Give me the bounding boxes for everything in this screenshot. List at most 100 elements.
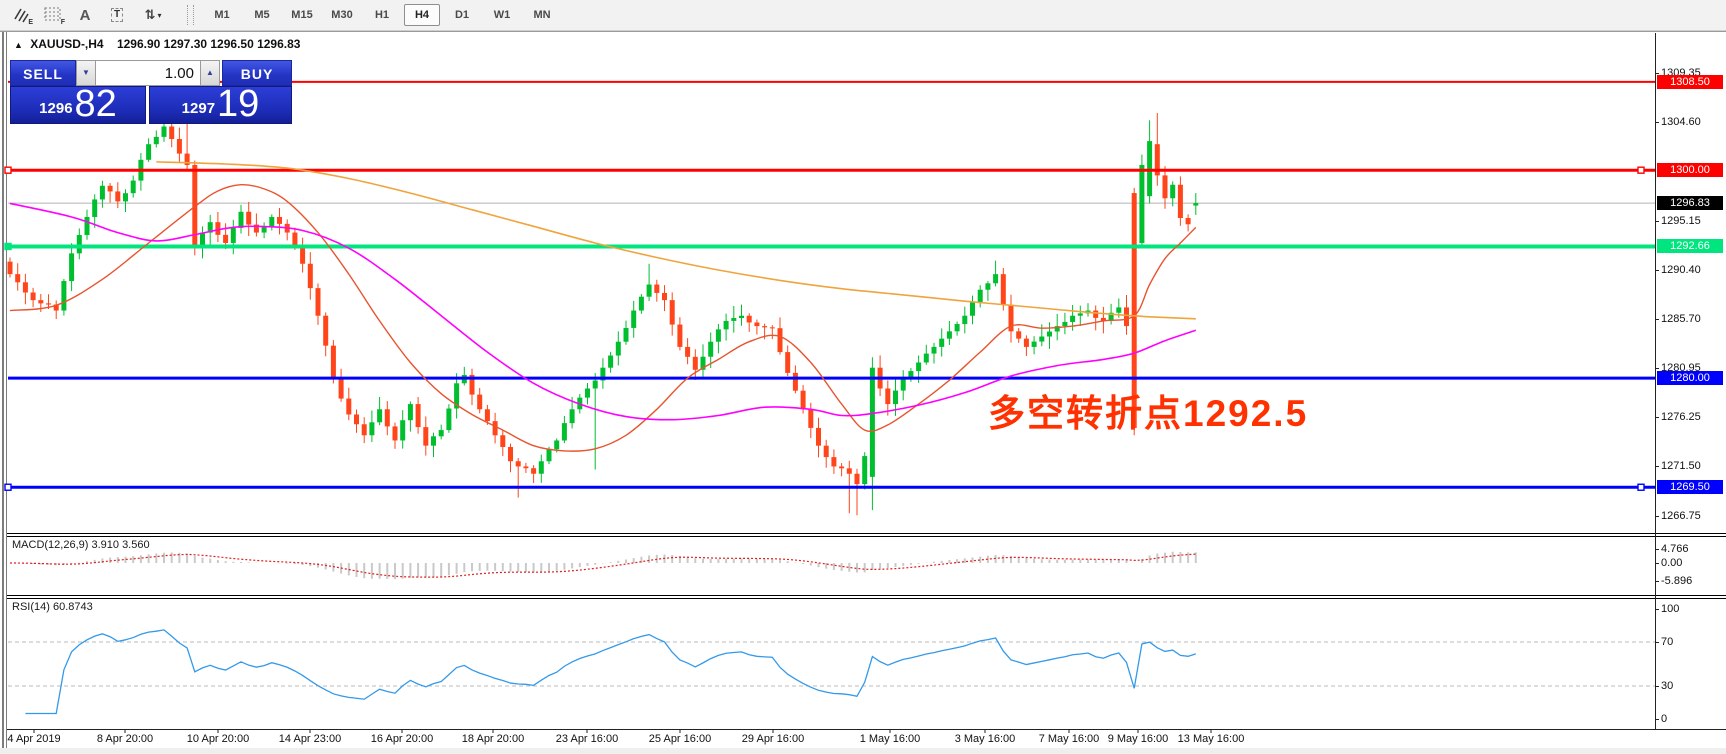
objects-sort-icon[interactable]: ⇅ ▾	[136, 4, 170, 26]
ma-fast-orange	[9, 183, 1197, 452]
chart-title: ▲ XAUUSD-,H4 1296.90 1297.30 1296.50 129…	[14, 37, 300, 51]
price-tick-mark	[1655, 122, 1659, 124]
timeframe-w1[interactable]: W1	[493, 9, 511, 21]
volume-decrease-button[interactable]: ▼	[76, 60, 96, 86]
price-tick-label: 1271.50	[1661, 460, 1701, 473]
price-axis-line	[1655, 33, 1656, 729]
collapse-arrow-icon[interactable]: ▲	[14, 40, 23, 50]
chart-window	[0, 31, 1726, 754]
line-anchor-handle[interactable]	[1637, 483, 1645, 491]
sell-price-panel[interactable]: 1296 82	[10, 83, 146, 125]
ma-slow-gold	[156, 161, 1196, 320]
time-label: 29 Apr 16:00	[741, 733, 805, 745]
price-badge-1269.50: 1269.50	[1657, 480, 1723, 495]
time-label: 14 Apr 23:00	[278, 733, 342, 745]
icon-sub-letter: E	[28, 19, 33, 26]
macd-tick-label: -5.896	[1661, 574, 1693, 587]
price-tick-mark	[1655, 368, 1659, 370]
macd-panel-divider[interactable]	[7, 533, 1726, 537]
line-anchor-handle[interactable]	[4, 242, 12, 251]
candles-hatch-icon	[14, 8, 29, 23]
one-click-trading-widget: SELL ▼ ▲ BUY 1296 82 1297 19	[10, 60, 292, 124]
rsi-line	[25, 629, 1196, 715]
time-label: 10 Apr 20:00	[186, 733, 250, 745]
rsi-indicator	[8, 629, 1655, 715]
macd-tick-label: 4.766	[1661, 542, 1689, 555]
sell-price-pips: 82	[74, 83, 117, 125]
grid-dots-icon	[44, 7, 61, 21]
time-label: 3 May 16:00	[954, 733, 1016, 745]
time-label: 16 Apr 20:00	[370, 733, 434, 745]
toolbar-grip[interactable]	[187, 5, 194, 25]
time-label: 7 May 16:00	[1038, 733, 1100, 745]
line-anchor-handle[interactable]	[4, 483, 12, 491]
price-tick-mark	[1655, 73, 1659, 74]
chart-grid-icon[interactable]: F	[40, 4, 66, 26]
macd-tick-mark	[1655, 563, 1659, 564]
price-tick-mark	[1655, 318, 1659, 320]
price-badge-1296.83: 1296.83	[1657, 196, 1723, 211]
rsi-tick-label: 0	[1661, 713, 1668, 725]
price-tick-label: 1285.70	[1661, 312, 1701, 325]
time-label: 8 Apr 20:00	[96, 733, 154, 745]
time-label: 1 May 16:00	[859, 733, 921, 745]
timeframe-m1[interactable]: M1	[214, 9, 230, 21]
timeframe-h4[interactable]: H4	[404, 4, 440, 26]
rsi-panel-divider[interactable]	[7, 595, 1726, 599]
rsi-tick-label: 100	[1661, 603, 1680, 615]
price-tick-mark	[1655, 417, 1659, 419]
sell-button[interactable]: SELL	[10, 60, 76, 86]
rsi-tick-label: 70	[1661, 636, 1674, 648]
price-tick-label: 1304.60	[1661, 116, 1701, 129]
price-tick-mark	[1655, 515, 1659, 517]
timeframe-m5[interactable]: M5	[254, 9, 270, 21]
macd-signal-line	[9, 553, 1196, 578]
volume-input[interactable]	[96, 60, 200, 86]
text-label-icon[interactable]: A	[72, 4, 98, 26]
buy-price-pips: 19	[217, 83, 260, 125]
macd-label: MACD(12,26,9) 3.910 3.560	[12, 539, 150, 551]
price-tick-mark	[1655, 466, 1659, 468]
time-axis-line	[7, 729, 1726, 730]
buy-price-major: 1297	[181, 100, 216, 117]
rsi-tick-mark	[1655, 686, 1659, 687]
sell-price-major: 1296	[39, 100, 73, 117]
window-left-border-inner	[6, 32, 7, 754]
price-tick-label: 1290.40	[1661, 263, 1701, 276]
price-tick-label: 1295.15	[1661, 214, 1701, 227]
sort-arrows-glyph: ⇅	[144, 7, 156, 22]
timeframe-m30[interactable]: M30	[331, 9, 353, 21]
toolbar: E F A T ⇅ ▾ M1 M5 M15 M30 H1 H4 D1 W1 MN	[0, 0, 1726, 31]
time-label: 13 May 16:00	[1177, 733, 1245, 745]
rsi-label: RSI(14) 60.8743	[12, 601, 93, 613]
price-tick-label: 1266.75	[1661, 509, 1701, 522]
text-box-icon[interactable]: T	[104, 4, 130, 26]
window-bottom-strip	[0, 748, 1726, 754]
buy-price-panel[interactable]: 1297 19	[149, 83, 292, 125]
macd-tick-mark	[1655, 548, 1659, 550]
symbol-period-label: XAUUSD-,H4	[30, 37, 104, 51]
volume-increase-button[interactable]: ▲	[200, 60, 220, 86]
rsi-tick-mark	[1655, 642, 1659, 643]
volume-stepper: ▼ ▲	[76, 60, 220, 86]
line-anchor-handle[interactable]	[4, 166, 12, 174]
icon-sub-letter: F	[60, 19, 65, 26]
macd-tick-label: 0.00	[1661, 557, 1683, 569]
rsi-tick-mark	[1655, 609, 1659, 610]
timeframe-h1[interactable]: H1	[374, 9, 390, 21]
new-chart-icon[interactable]: E	[8, 4, 34, 26]
time-label: 18 Apr 20:00	[461, 733, 525, 745]
timeframe-d1[interactable]: D1	[454, 9, 470, 21]
ma-mid-magenta	[9, 202, 1197, 421]
buy-button[interactable]: BUY	[222, 60, 292, 86]
candles	[7, 105, 1199, 516]
horizontal-line-objects	[4, 80, 1655, 491]
macd-tick-mark	[1655, 580, 1659, 582]
ohlc-quote-label: 1296.90 1297.30 1296.50 1296.83	[116, 37, 301, 51]
line-anchor-handle[interactable]	[1637, 166, 1645, 174]
timeframe-mn[interactable]: MN	[533, 9, 551, 21]
timeframe-m15[interactable]: M15	[291, 9, 313, 21]
dropdown-caret-icon: ▾	[157, 10, 162, 20]
price-badge-1308.50: 1308.50	[1657, 74, 1723, 89]
